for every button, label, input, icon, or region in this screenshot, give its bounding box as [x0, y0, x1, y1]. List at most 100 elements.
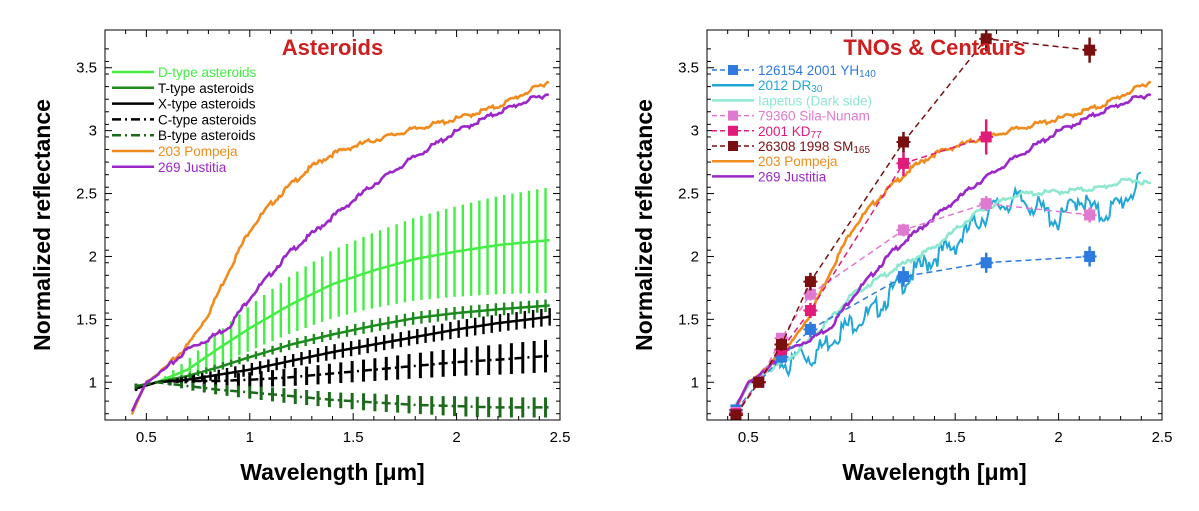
legend-entry-269-justitia: 269 Justitia	[112, 160, 227, 175]
legend-entry-c-type-asteroids: C-type asteroids	[112, 112, 257, 127]
series-line	[156, 304, 550, 384]
data-point	[775, 351, 787, 363]
series-d-type-asteroids	[156, 187, 550, 384]
series-79360-sila-nunam	[728, 196, 1097, 418]
series-line	[135, 381, 550, 409]
y-tick-label: 3	[691, 123, 699, 140]
x-tick-label: 2	[452, 429, 460, 446]
legend-label: 79360 Sila-Nunam	[758, 109, 870, 124]
data-point	[980, 257, 992, 269]
y-tick-label: 3.5	[76, 60, 97, 77]
y-axis-label: Normalized reflectance	[631, 99, 657, 351]
legend-label: Iapetus (Dark side)	[758, 93, 872, 108]
x-tick-label: 1	[246, 429, 254, 446]
asteroids-chart: 0.5 1 1.5 2 2.5 1 1.5 2 2.5 3 3.5 Wavelength [μm] No…	[29, 29, 571, 485]
legend-entry-79360-sila-nunam: 79360 Sila-Nunam	[712, 109, 870, 124]
legend-entry-b-type-asteroids: B-type asteroids	[112, 128, 256, 143]
data-point	[897, 136, 909, 148]
legend-label: 2001 KD77	[758, 124, 822, 141]
plot-area	[728, 30, 1152, 420]
y-axis-label: Normalized reflectance	[29, 99, 55, 351]
legend-entry-203-pompeja: 203 Pompeja	[712, 154, 838, 169]
x-tick-label: 2.5	[550, 429, 571, 446]
legend-entry-2001-kd: 2001 KD77	[712, 124, 822, 141]
data-point	[1084, 44, 1096, 56]
series-t-type-asteroids	[156, 299, 550, 384]
y-tick-label: 3.5	[678, 60, 699, 77]
series-b-type-asteroids	[134, 381, 550, 418]
legend-label: 126154 2001 YH140	[758, 63, 876, 80]
data-point	[730, 409, 742, 420]
legend-entry-203-pompeja: 203 Pompeja	[112, 144, 238, 159]
series-269-justitia	[130, 93, 550, 412]
x-tick-label: 1.5	[343, 429, 364, 446]
data-point	[1084, 209, 1096, 221]
legend-label: B-type asteroids	[158, 128, 256, 143]
y-tick-label: 2	[691, 248, 699, 265]
legend-subscript: 165	[853, 145, 870, 156]
y-tick-label: 1.5	[76, 311, 97, 328]
legend-marker	[728, 110, 738, 121]
legend-marker	[728, 125, 738, 136]
data-point	[804, 305, 816, 317]
legend-entry-t-type-asteroids: T-type asteroids	[112, 81, 254, 96]
series-line	[130, 93, 550, 412]
plot-area	[130, 80, 551, 418]
y-tick-label: 2.5	[76, 186, 97, 203]
legend-entry-26308-1998-sm: 26308 1998 SM165	[712, 139, 870, 156]
tnos-centaurs-panel: 0.5 1 1.5 2 2.5 1 1.5 2 2.5 3 3.5 Wavelength [μm] No…	[600, 0, 1199, 506]
legend-label: 269 Justitia	[758, 169, 827, 184]
legend-label: 269 Justitia	[158, 160, 227, 175]
data-point	[980, 33, 992, 45]
legend-entry-iapetus-dark-side: Iapetus (Dark side)	[712, 93, 872, 108]
chart-title: Asteroids	[282, 35, 383, 60]
tnos-centaurs-chart: 0.5 1 1.5 2 2.5 1 1.5 2 2.5 3 3.5 Wavelength [μm] No…	[631, 29, 1173, 485]
series-line	[135, 354, 550, 389]
legend-label: C-type asteroids	[158, 112, 257, 127]
data-point	[980, 198, 992, 210]
series-203-pompeja	[732, 80, 1152, 416]
data-point	[897, 271, 909, 283]
y-tick-label: 1.5	[678, 311, 699, 328]
series-269-justitia	[732, 93, 1152, 412]
legend-subscript: 30	[811, 84, 823, 95]
series-line	[733, 171, 1142, 412]
x-tick-label: 1.5	[945, 429, 966, 446]
legend-marker	[728, 65, 738, 75]
x-tick-label: 0.5	[136, 429, 157, 446]
y-tick-label: 2.5	[678, 186, 699, 203]
series-203-pompeja	[130, 80, 550, 416]
x-tick-label: 2.5	[1152, 429, 1173, 446]
x-axis-label: Wavelength [μm]	[842, 459, 1026, 485]
data-point	[897, 224, 909, 236]
y-tick-label: 1	[691, 374, 699, 391]
y-tick-label: 2	[89, 248, 97, 265]
legend-entry-126154-2001-yh: 126154 2001 YH140	[712, 63, 876, 80]
data-point	[897, 157, 909, 169]
y-tick-label: 3	[89, 123, 97, 140]
legend-entry-269-justitia: 269 Justitia	[712, 169, 827, 184]
legend-label: 203 Pompeja	[158, 144, 238, 159]
chart-title: TNOs & Centaurs	[843, 35, 1025, 60]
asteroids-panel: 0.5 1 1.5 2 2.5 1 1.5 2 2.5 3 3.5 Wavelength [μm] No…	[0, 0, 600, 506]
legend-label: 203 Pompeja	[758, 154, 838, 169]
x-tick-label: 0.5	[738, 429, 759, 446]
legend-subscript: 140	[859, 69, 876, 80]
legend-entry-d-type-asteroids: D-type asteroids	[112, 65, 257, 80]
data-point	[804, 323, 816, 335]
y-tick-label: 1	[89, 374, 97, 391]
legend-entry-x-type-asteroids: X-type asteroids	[112, 97, 256, 112]
series-line	[130, 80, 550, 416]
legend-label: T-type asteroids	[158, 81, 254, 96]
legend-label: 26308 1998 SM165	[758, 139, 870, 156]
data-point	[980, 131, 992, 143]
data-point	[804, 288, 816, 300]
legend-subscript: 77	[811, 130, 823, 141]
series-26308-1998-sm165	[728, 30, 1097, 420]
x-axis-label: Wavelength [μm]	[240, 459, 424, 485]
legend-entry-2012-dr: 2012 DR30	[712, 78, 823, 95]
legend-label: 2012 DR30	[758, 78, 823, 95]
x-tick-label: 1	[848, 429, 856, 446]
